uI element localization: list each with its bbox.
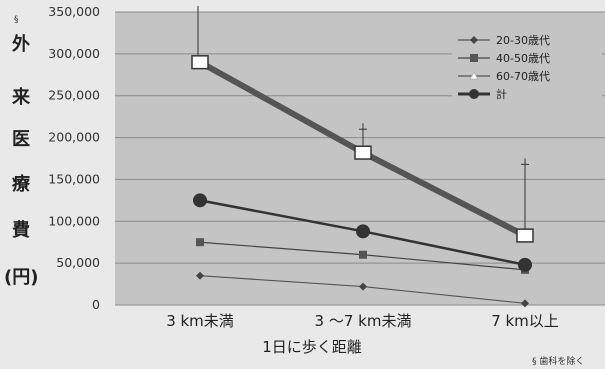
marker-s0-p1 xyxy=(359,282,367,291)
marker-s2-p2 xyxy=(516,228,534,243)
ylabel-char-2: 来 xyxy=(11,87,31,108)
y-tick-label-5: 250,000 xyxy=(48,88,100,103)
ylabel-char-1: 外 xyxy=(12,33,30,55)
marker-s0-p2 xyxy=(521,299,529,308)
legend-label-1: 40-50歳代 xyxy=(496,52,550,65)
ylabel-char-5: 費 xyxy=(12,219,30,241)
marker-s2-p0 xyxy=(191,55,209,70)
legend-marker-1 xyxy=(470,54,478,62)
x-category-label-0: 3 km未満 xyxy=(166,312,234,330)
marker-s3-p1 xyxy=(356,224,370,239)
marker-s3-p2 xyxy=(518,257,532,272)
legend-marker-3 xyxy=(469,89,479,99)
legend-box xyxy=(452,30,602,116)
y-tick-label-1: 50,000 xyxy=(56,255,100,270)
y-tick-label-0: 0 xyxy=(92,297,100,312)
legend-label-0: 20-30歳代 xyxy=(496,34,550,47)
series-markers xyxy=(191,55,534,308)
marker-s1-p0 xyxy=(196,238,204,247)
ylabel-unit: (円) xyxy=(4,267,38,288)
y-tick-label-4: 200,000 xyxy=(48,130,100,145)
y-tick-label-3: 150,000 xyxy=(48,171,100,186)
legend-label-3: 計 xyxy=(496,87,507,101)
marker-s3-p0 xyxy=(193,193,207,208)
error-bars xyxy=(197,6,529,236)
ylabel-section-mark: § xyxy=(14,15,19,25)
legend-marker-0 xyxy=(470,36,478,44)
ylabel-char-3: 医 xyxy=(12,129,30,150)
ylabel-char-4: 療 xyxy=(12,173,31,195)
y-tick-labels: 0 50,000 100,000 150,000 200,000 250,000 300,0… xyxy=(48,4,100,312)
marker-s0-p0 xyxy=(196,271,204,280)
y-tick-label-6: 300,000 xyxy=(48,46,100,61)
y-tick-label-7: 350,000 xyxy=(48,4,100,19)
footnote: § 歯科を除く xyxy=(532,355,584,367)
marker-s2-p1 xyxy=(354,145,372,160)
legend-label-2: 60-70歳代 xyxy=(496,70,550,83)
x-axis-label: 1日に歩く距離 xyxy=(262,338,362,356)
marker-s1-p1 xyxy=(359,250,367,259)
legend-marker-2 xyxy=(469,71,479,80)
x-category-label-1: 3 〜7 km未満 xyxy=(315,312,412,330)
x-category-label-2: 7 km以上 xyxy=(491,312,559,330)
x-category-labels: 3 km未満 3 〜7 km未満 7 km以上 xyxy=(166,312,559,330)
y-tick-label-2: 100,000 xyxy=(48,213,100,228)
